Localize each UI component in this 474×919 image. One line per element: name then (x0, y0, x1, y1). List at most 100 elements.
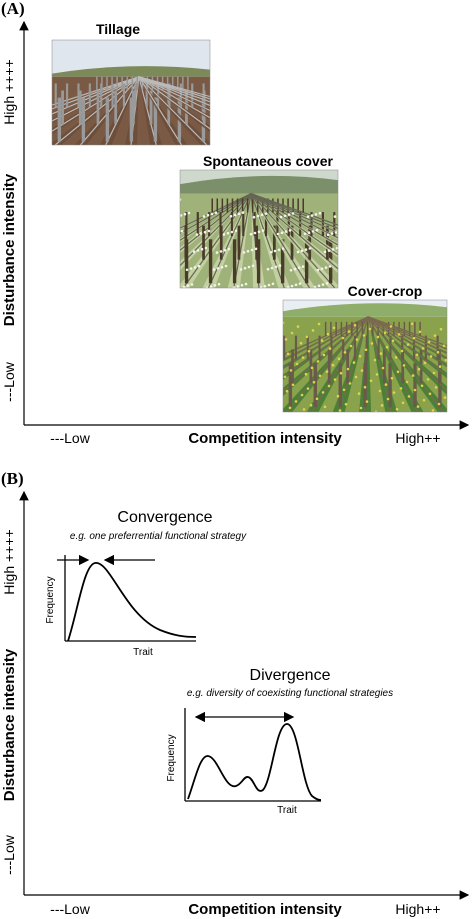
flower (229, 214, 233, 218)
flower (415, 353, 419, 357)
x-axis-title: Competition intensity (188, 901, 342, 918)
flower (323, 405, 327, 409)
flower (288, 229, 292, 232)
flower (333, 215, 337, 218)
flower (421, 347, 425, 350)
flower (335, 246, 338, 250)
flower (296, 250, 300, 254)
flower (328, 347, 332, 350)
row (306, 316, 369, 412)
x-axis-low: ---Low (50, 430, 91, 446)
divergence-title: Divergence (250, 667, 331, 684)
flower (180, 214, 183, 217)
row (138, 76, 188, 145)
hill (52, 66, 210, 77)
flower (437, 402, 441, 406)
flower (244, 282, 248, 286)
photo (51, 39, 211, 146)
row (52, 76, 139, 123)
flower (280, 231, 284, 235)
flower (313, 285, 317, 288)
flower (286, 285, 290, 288)
flower (293, 267, 297, 271)
flower (347, 330, 351, 333)
flower (236, 285, 240, 288)
flower (316, 360, 320, 363)
flower (389, 325, 393, 328)
flower (438, 365, 442, 368)
flower (365, 400, 369, 403)
flower (298, 282, 302, 285)
flower (326, 332, 330, 336)
flower (290, 284, 294, 288)
flower (370, 342, 374, 345)
flower (401, 401, 405, 405)
flower (276, 232, 280, 236)
vine-line (250, 193, 285, 288)
flower (394, 356, 398, 359)
row (368, 316, 447, 360)
flower (242, 251, 246, 254)
flower (400, 349, 404, 353)
flower (320, 339, 324, 342)
flower (254, 247, 258, 251)
vine-line (138, 76, 208, 145)
flower (199, 232, 203, 235)
flower (217, 282, 221, 286)
flower (322, 353, 326, 357)
flower (291, 383, 295, 387)
row (368, 316, 447, 412)
flower (360, 369, 364, 372)
flower (279, 215, 283, 219)
flower (405, 380, 409, 384)
flower (192, 250, 196, 253)
flower (317, 284, 321, 288)
flower (252, 215, 256, 219)
photo-content (52, 40, 210, 145)
flower (197, 264, 201, 268)
x-axis-high: High++ (395, 430, 440, 446)
flower (250, 248, 254, 252)
flower (406, 343, 410, 346)
flower (442, 344, 446, 348)
flower (373, 358, 377, 362)
flower (330, 232, 334, 235)
flower (226, 231, 230, 235)
flower (249, 232, 253, 236)
flower (302, 408, 306, 411)
flower (189, 267, 193, 270)
flower (364, 348, 368, 352)
flower (310, 366, 314, 370)
vine-line (368, 316, 447, 347)
mini-y-label: Frequency (166, 734, 177, 781)
flower (423, 361, 427, 365)
flower (399, 387, 403, 390)
photo-label: Tillage (96, 21, 140, 37)
y-axis-low: ---Low (1, 834, 17, 875)
vine-line (250, 193, 336, 288)
flower (303, 232, 307, 236)
flower (234, 229, 238, 233)
flower (182, 285, 186, 288)
flower (359, 406, 363, 410)
row (138, 76, 210, 133)
flower (328, 265, 332, 268)
flower (195, 233, 199, 236)
flower (412, 336, 416, 340)
flower (380, 404, 384, 407)
vine-line (250, 193, 338, 270)
flower (256, 214, 260, 218)
flower (304, 248, 308, 251)
vine-line (368, 316, 447, 354)
vine-line (367, 316, 447, 360)
flower (431, 409, 435, 412)
flower (283, 375, 287, 379)
flower (214, 211, 218, 215)
flower (273, 249, 277, 253)
y-axis-high: High ++++ (1, 59, 17, 124)
row (283, 316, 369, 412)
flower (429, 355, 433, 358)
flower (379, 352, 383, 355)
mini-y-label: Frequency (45, 576, 56, 623)
